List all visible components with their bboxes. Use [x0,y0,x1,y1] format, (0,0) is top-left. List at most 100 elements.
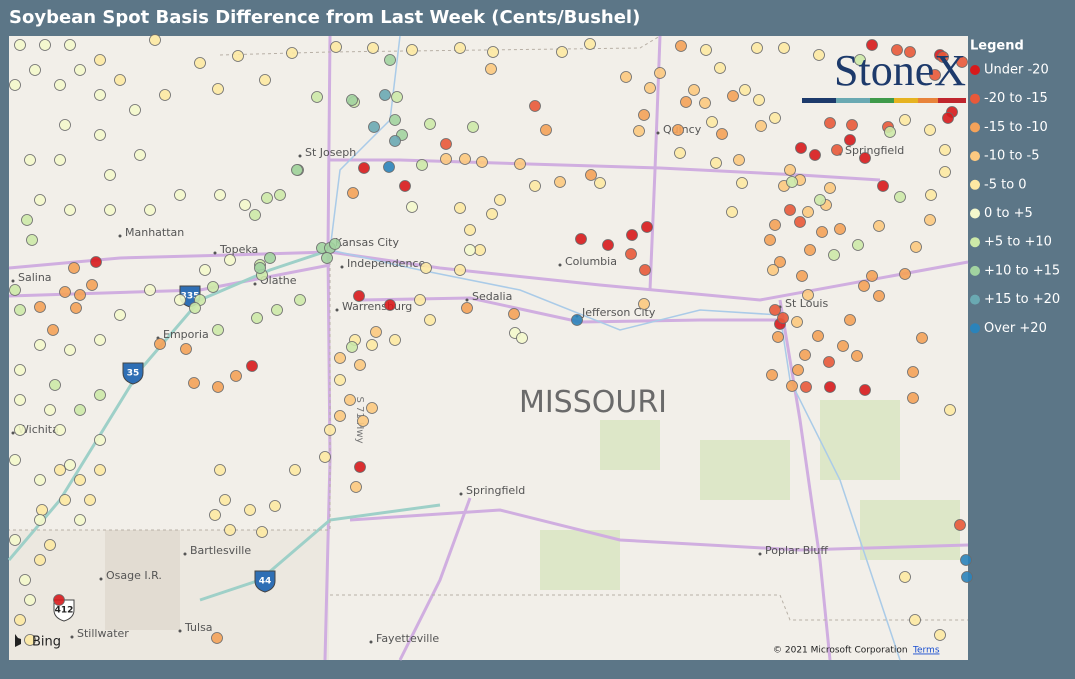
bing-icon [15,634,21,647]
city-marker [213,251,217,255]
location-dot [94,129,106,141]
location-dot [960,554,972,566]
location-dot [440,153,452,165]
location-dot [764,234,776,246]
location-dot [134,149,146,161]
location-dot [334,352,346,364]
location-dot [688,84,700,96]
location-dot [254,262,266,274]
location-dot [59,119,71,131]
location-dot [873,220,885,232]
location-dot [188,377,200,389]
city-marker [11,279,15,283]
location-dot [800,381,812,393]
location-dot [961,571,973,583]
city-marker [298,154,302,158]
location-dot [366,402,378,414]
location-dot [174,189,186,201]
city-label: Kansas City [335,236,399,249]
legend-label: +15 to +20 [984,292,1060,307]
location-dot [366,339,378,351]
terms-link[interactable]: Terms [912,646,940,656]
location-dot [47,324,59,336]
location-dot [86,279,98,291]
city-marker [459,492,463,496]
location-dot [907,366,919,378]
location-dot [416,159,428,171]
city-label: Springfield [466,484,525,497]
location-dot [899,268,911,280]
city-label: St Joseph [305,146,356,159]
location-dot [34,554,46,566]
city-label: Poplar Bluff [765,544,828,557]
city-marker [335,308,339,312]
location-dot [94,89,106,101]
location-dot [594,177,606,189]
legend-swatch [970,65,980,75]
location-dot [956,56,968,68]
location-dot [641,221,653,233]
location-dot [675,40,687,52]
city-label: Stillwater [77,627,129,640]
location-dot [812,330,824,342]
location-dot [59,286,71,298]
legend-title: Legend [970,39,1024,54]
location-dot [626,229,638,241]
rivers [329,35,901,661]
location-dot [94,389,106,401]
legend-label: -15 to -10 [984,120,1048,135]
location-dot [910,241,922,253]
location-dot [114,309,126,321]
location-dot [94,334,106,346]
city-label: Manhattan [125,226,184,239]
location-dot [379,89,391,101]
location-dot [350,481,362,493]
location-dot [9,534,21,546]
location-dot [916,332,928,344]
legend-label: +10 to +15 [984,263,1060,278]
location-dot [454,42,466,54]
location-dot [828,249,840,261]
location-dot [791,316,803,328]
location-dot [144,204,156,216]
location-dot [9,79,21,91]
location-dot [727,90,739,102]
city-label: Osage I.R. [106,569,162,582]
location-dot [852,239,864,251]
legend-swatch [970,294,980,305]
location-dot [834,223,846,235]
location-dot [680,96,692,108]
location-dot [180,343,192,355]
copyright: © 2021 Microsoft Corporation [773,646,908,656]
location-dot [942,112,954,124]
location-dot [104,204,116,216]
legend-label: Under -20 [984,63,1049,78]
location-dot [59,494,71,506]
location-dot [34,194,46,206]
location-dot [94,464,106,476]
location-dot [854,54,866,66]
location-dot [824,182,836,194]
location-dot [726,206,738,218]
location-dot [347,187,359,199]
location-dot [354,359,366,371]
logo-bar [802,98,966,103]
location-dot [508,308,520,320]
location-dot [346,341,358,353]
city-label: Independence [347,257,425,270]
location-dot [189,302,201,314]
location-dot [383,161,395,173]
location-dot [654,67,666,79]
location-dot [406,44,418,56]
location-dot [334,374,346,386]
location-dot [207,281,219,293]
location-dot [353,290,365,302]
location-dot [777,312,789,324]
location-dot [334,410,346,422]
location-dot [24,154,36,166]
location-dot [74,514,86,526]
location-dot [44,404,56,416]
location-dot [899,114,911,126]
city-marker [99,577,103,581]
